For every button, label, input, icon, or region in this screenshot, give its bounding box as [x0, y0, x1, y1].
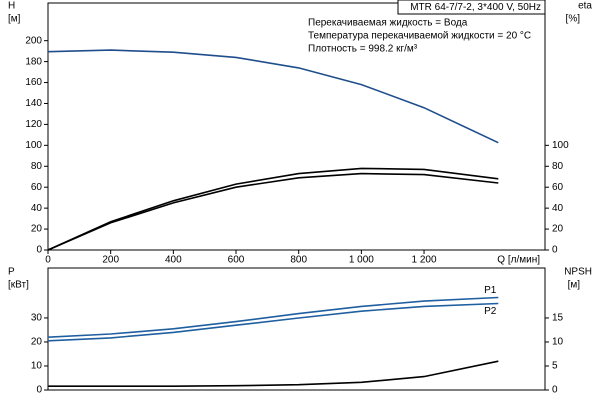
y2-tick-label: 15: [552, 313, 564, 324]
x-tick-label: 0: [45, 255, 51, 266]
y2-tick-label: 0: [552, 245, 558, 256]
x-tick-label: 600: [228, 255, 245, 266]
annotation: MTR 64-7/7-2, 3*400 V, 50Hz: [410, 2, 541, 13]
y-tick-label: 140: [25, 98, 42, 109]
annotation: Плотность = 998.2 кг/м³: [308, 44, 418, 55]
y-tick-label: 20: [31, 224, 43, 235]
y2-axis-label: eta: [578, 1, 592, 12]
y-tick-label: 30: [31, 313, 43, 324]
x-tick-label: 1 200: [412, 255, 437, 266]
y2-axis-unit: [%]: [566, 14, 581, 25]
y-tick-label: 10: [31, 361, 43, 372]
y2-tick-label: 80: [552, 161, 564, 172]
y-tick-label: 0: [36, 385, 42, 396]
plot-frame: [47, 267, 546, 391]
y-tick-label: 0: [36, 245, 42, 256]
series-line: [48, 360, 499, 387]
y-tick-label: 180: [25, 56, 42, 67]
annotation: Перекачиваемая жидкость = Вода: [308, 18, 468, 29]
y2-tick-label: 5: [552, 361, 558, 372]
y2-tick-label: 10: [552, 337, 564, 348]
y-axis-label: P: [8, 267, 15, 278]
series-line: [47, 167, 499, 251]
y-axis-label: H: [8, 1, 15, 12]
y-tick-label: 200: [25, 35, 42, 46]
y-tick-label: 100: [25, 140, 42, 151]
series-label: P1: [484, 285, 497, 296]
y2-axis-label: NPSH: [564, 267, 592, 278]
y2-tick-label: 0: [552, 385, 558, 396]
y2-tick-label: 100: [552, 140, 569, 151]
y-axis-unit: [м]: [8, 14, 21, 25]
y-tick-label: 160: [25, 77, 42, 88]
y-tick-label: 60: [31, 182, 43, 193]
y-tick-label: 80: [31, 161, 43, 172]
x-tick-label: 800: [290, 255, 307, 266]
y-axis-unit: [кВт]: [8, 280, 29, 291]
y-tick-label: 120: [25, 119, 42, 130]
x-axis-label: Q [л/мин]: [497, 255, 540, 266]
series-line: [47, 302, 499, 342]
y2-tick-label: 20: [552, 224, 564, 235]
series-label: P2: [484, 306, 497, 317]
y-tick-label: 20: [31, 337, 43, 348]
y2-tick-label: 60: [552, 182, 564, 193]
annotation: Температура перекачиваемой жидкости = 20…: [308, 31, 531, 42]
annotation-box: [397, 0, 546, 15]
series-line: [47, 296, 499, 338]
x-tick-label: 200: [102, 255, 119, 266]
plot-frame: [47, 2, 546, 251]
series-line: [47, 49, 499, 144]
y2-tick-label: 40: [552, 203, 564, 214]
y2-axis-unit: [м]: [568, 280, 581, 291]
x-tick-label: 1 000: [349, 255, 374, 266]
series-line: [47, 172, 499, 251]
y-tick-label: 40: [31, 203, 43, 214]
x-tick-label: 400: [165, 255, 182, 266]
